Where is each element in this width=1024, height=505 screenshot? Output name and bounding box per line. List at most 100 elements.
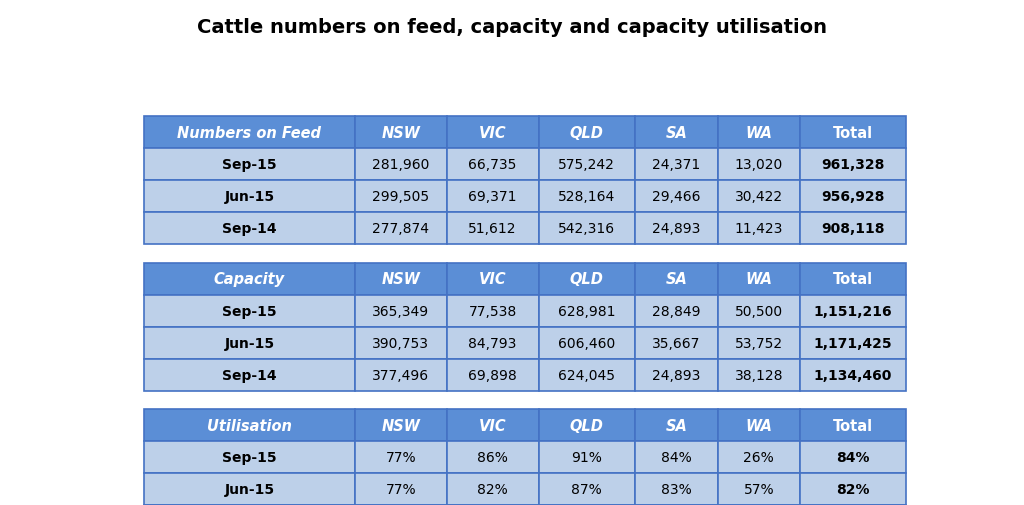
Bar <box>355 117 446 149</box>
Bar <box>800 181 905 213</box>
Bar <box>718 473 800 505</box>
Bar <box>800 327 905 359</box>
Bar <box>718 327 800 359</box>
Text: Total: Total <box>833 272 873 287</box>
Bar <box>635 410 718 441</box>
Bar <box>539 473 635 505</box>
Bar <box>539 117 635 149</box>
Text: Total: Total <box>833 125 873 140</box>
Text: 908,118: 908,118 <box>821 222 885 235</box>
Bar <box>355 473 446 505</box>
Bar <box>718 441 800 473</box>
Text: Sep-15: Sep-15 <box>222 304 276 318</box>
Bar <box>355 181 446 213</box>
Text: 82%: 82% <box>837 482 869 496</box>
Text: QLD: QLD <box>569 272 604 287</box>
Text: Sep-14: Sep-14 <box>222 222 276 235</box>
Text: 24,893: 24,893 <box>652 368 700 382</box>
Bar <box>718 181 800 213</box>
Bar <box>355 149 446 181</box>
Text: 91%: 91% <box>571 450 602 464</box>
Bar <box>539 149 635 181</box>
Bar <box>718 410 800 441</box>
Text: 87%: 87% <box>571 482 602 496</box>
Text: 50,500: 50,500 <box>735 304 783 318</box>
Text: 24,893: 24,893 <box>652 222 700 235</box>
Text: Jun-15: Jun-15 <box>224 190 274 204</box>
Text: 390,753: 390,753 <box>373 336 429 350</box>
Bar <box>355 359 446 391</box>
Bar <box>800 213 905 244</box>
Text: 84%: 84% <box>660 450 691 464</box>
Bar <box>800 441 905 473</box>
Text: 86%: 86% <box>477 450 508 464</box>
Bar <box>635 181 718 213</box>
Text: 628,981: 628,981 <box>558 304 615 318</box>
Bar <box>539 441 635 473</box>
Text: 77,538: 77,538 <box>469 304 517 318</box>
Text: QLD: QLD <box>569 125 604 140</box>
Bar <box>800 473 905 505</box>
Bar <box>143 213 355 244</box>
Text: 29,466: 29,466 <box>652 190 700 204</box>
Text: 28,849: 28,849 <box>652 304 700 318</box>
Bar <box>446 359 539 391</box>
Bar <box>539 263 635 295</box>
Bar <box>446 327 539 359</box>
Bar <box>635 441 718 473</box>
Text: 277,874: 277,874 <box>373 222 429 235</box>
Text: NSW: NSW <box>382 418 420 433</box>
Text: 961,328: 961,328 <box>821 158 885 172</box>
Bar <box>446 295 539 327</box>
Text: 66,735: 66,735 <box>469 158 517 172</box>
Bar <box>718 149 800 181</box>
Bar <box>355 263 446 295</box>
Text: VIC: VIC <box>479 125 507 140</box>
Text: Sep-14: Sep-14 <box>222 368 276 382</box>
Text: Capacity: Capacity <box>214 272 285 287</box>
Text: 606,460: 606,460 <box>558 336 615 350</box>
Bar <box>446 181 539 213</box>
Bar <box>800 410 905 441</box>
Text: 377,496: 377,496 <box>373 368 429 382</box>
Bar <box>635 149 718 181</box>
Text: 53,752: 53,752 <box>735 336 783 350</box>
Bar <box>635 473 718 505</box>
Bar <box>635 263 718 295</box>
Bar <box>800 149 905 181</box>
Text: SA: SA <box>666 125 687 140</box>
Text: 35,667: 35,667 <box>652 336 700 350</box>
Bar <box>143 295 355 327</box>
Text: 57%: 57% <box>743 482 774 496</box>
Text: Jun-15: Jun-15 <box>224 482 274 496</box>
Text: 82%: 82% <box>477 482 508 496</box>
Text: 77%: 77% <box>386 450 416 464</box>
Text: 24,371: 24,371 <box>652 158 700 172</box>
Bar <box>355 213 446 244</box>
Bar <box>446 213 539 244</box>
Text: Total: Total <box>833 418 873 433</box>
Bar <box>143 117 355 149</box>
Bar <box>635 327 718 359</box>
Text: VIC: VIC <box>479 418 507 433</box>
Bar <box>718 213 800 244</box>
Bar <box>143 441 355 473</box>
Bar <box>143 327 355 359</box>
Text: 299,505: 299,505 <box>373 190 429 204</box>
Text: 365,349: 365,349 <box>373 304 429 318</box>
Text: 26%: 26% <box>743 450 774 464</box>
Bar <box>539 213 635 244</box>
Text: QLD: QLD <box>569 418 604 433</box>
Bar <box>718 263 800 295</box>
Text: Sep-15: Sep-15 <box>222 158 276 172</box>
Bar <box>539 295 635 327</box>
Text: SA: SA <box>666 418 687 433</box>
Text: NSW: NSW <box>382 272 420 287</box>
Text: WA: WA <box>745 418 772 433</box>
Bar <box>635 359 718 391</box>
Bar <box>539 359 635 391</box>
Bar <box>143 149 355 181</box>
Text: WA: WA <box>745 125 772 140</box>
Text: 84%: 84% <box>837 450 869 464</box>
Bar <box>718 295 800 327</box>
